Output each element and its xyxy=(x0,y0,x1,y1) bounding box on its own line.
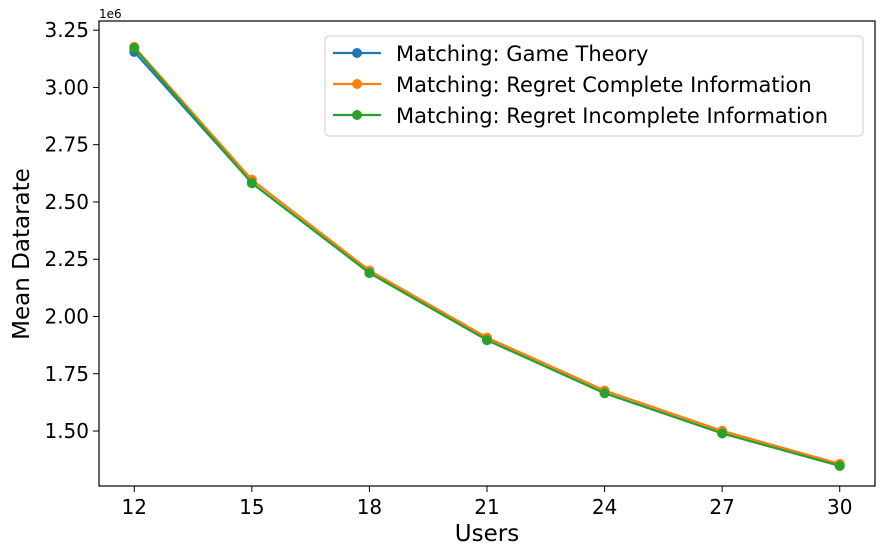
legend-label-2: Matching: Regret Complete Information xyxy=(396,73,812,97)
legend-marker-1 xyxy=(352,48,362,58)
x-tick-label: 18 xyxy=(357,495,382,519)
y-tick-label: 3.25 xyxy=(44,18,89,42)
x-tick-label: 21 xyxy=(474,495,499,519)
plot-frame xyxy=(98,20,876,487)
data-point-series-3 xyxy=(246,178,257,189)
legend: Matching: Game Theory Matching: Regret Co… xyxy=(324,35,864,137)
data-point-series-3 xyxy=(717,428,728,439)
y-tick-label: 1.75 xyxy=(44,362,89,386)
data-point-series-3 xyxy=(129,43,140,54)
x-tick-label: 24 xyxy=(592,495,617,519)
legend-label-1: Matching: Game Theory xyxy=(396,42,648,66)
data-point-series-3 xyxy=(834,460,845,471)
x-tick-label: 12 xyxy=(122,495,147,519)
y-tick-label: 2.75 xyxy=(44,133,89,157)
y-tick-label: 2.50 xyxy=(44,190,89,214)
data-point-series-3 xyxy=(599,388,610,399)
x-tick-label: 30 xyxy=(827,495,852,519)
legend-box xyxy=(324,35,864,137)
x-axis-label: Users xyxy=(455,521,519,547)
data-point-series-3 xyxy=(364,267,375,278)
x-tick-label: 15 xyxy=(239,495,264,519)
y-tick-label: 3.00 xyxy=(44,75,89,99)
series-layer xyxy=(129,41,845,471)
axis-ticks: 12 15 18 21 24 27 30 1.50 1.75 2.00 2.25 2.50 2.75 3.… xyxy=(44,18,852,519)
x-tick-label: 27 xyxy=(709,495,734,519)
y-tick-label: 2.00 xyxy=(44,304,89,328)
legend-marker-3 xyxy=(352,110,362,120)
y-axis-label: Mean Datarate xyxy=(9,168,35,340)
legend-marker-2 xyxy=(352,79,362,89)
y-offset-label: 1e6 xyxy=(99,7,122,21)
legend-label-3: Matching: Regret Incomplete Information xyxy=(396,104,828,128)
data-point-series-3 xyxy=(482,335,492,346)
y-tick-label: 1.50 xyxy=(44,419,89,443)
y-tick-label: 2.25 xyxy=(44,247,89,271)
